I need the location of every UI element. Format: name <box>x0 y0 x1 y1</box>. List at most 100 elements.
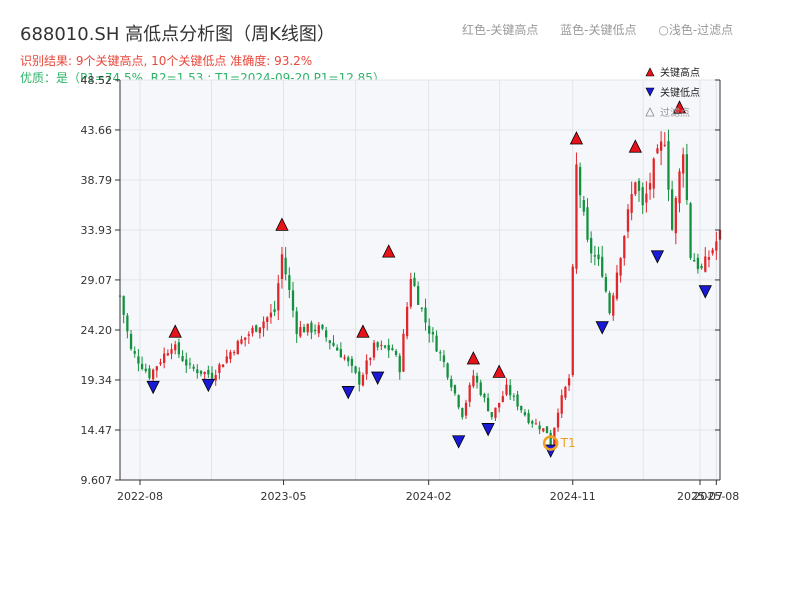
candle-body <box>402 333 405 372</box>
candle-body <box>159 362 162 365</box>
candle-body <box>324 330 328 338</box>
candle-body <box>188 363 192 365</box>
candle-body <box>634 182 637 195</box>
candle-body <box>192 366 195 369</box>
candle-body <box>659 141 663 151</box>
candle-body <box>667 141 670 190</box>
candle-body <box>214 375 217 381</box>
candle-body <box>597 254 600 260</box>
top-legend: 红色-关键高点 蓝色-关键低点 ○浅色-过滤点 <box>462 21 751 38</box>
candle-body <box>468 384 471 402</box>
candle-body <box>608 293 611 314</box>
candle-body <box>431 332 435 335</box>
candle-body <box>273 309 276 312</box>
candle-body <box>648 183 652 190</box>
key-high-marker <box>466 351 481 365</box>
candle-body <box>148 368 151 379</box>
candle-body <box>556 412 560 428</box>
top-legend-hollow: ○浅色-过滤点 <box>658 23 734 37</box>
candle-body <box>391 348 394 351</box>
candle-body <box>645 193 648 203</box>
candle-body <box>291 290 295 311</box>
key-low-marker <box>595 321 609 335</box>
candle-body <box>133 350 136 354</box>
candle-body <box>229 352 232 360</box>
top-legend-red: 红色-关键高点 <box>462 23 539 37</box>
y-tick-label: 24.20 <box>81 324 113 337</box>
candle-body <box>225 356 228 363</box>
candle-body <box>442 355 446 362</box>
candle-body <box>582 200 585 212</box>
candle-body <box>520 406 523 411</box>
candle-body <box>262 321 265 329</box>
candle-body <box>405 306 409 337</box>
x-tick-label: 2022-08 <box>117 490 163 503</box>
candle-body <box>711 249 714 254</box>
candle-body <box>516 394 519 407</box>
candle-body <box>251 327 254 334</box>
candle-body <box>490 412 493 418</box>
legend-low-label: 关键低点 <box>660 86 700 99</box>
candle-body <box>512 395 516 397</box>
candle-body <box>671 189 674 230</box>
candle-body <box>255 325 258 332</box>
candle-body <box>509 385 512 396</box>
candle-body <box>453 385 457 394</box>
candle-body <box>475 375 479 383</box>
candle-body <box>685 154 689 201</box>
candle-body <box>380 344 383 346</box>
candle-body <box>140 363 144 369</box>
candle-body <box>417 286 420 305</box>
candle-body <box>498 402 501 408</box>
candle-body <box>361 374 365 386</box>
candle-body <box>483 394 486 398</box>
candle-body <box>247 334 250 336</box>
key-low-marker <box>452 435 466 449</box>
candle-body <box>534 423 538 425</box>
candle-body <box>369 358 372 360</box>
candle-body <box>203 372 206 375</box>
key-high-marker <box>628 139 642 153</box>
candle-body <box>174 344 177 351</box>
key-high-marker <box>275 217 289 231</box>
key-high-marker <box>356 324 370 338</box>
legend-filtered-swatch <box>645 107 655 117</box>
candle-body <box>586 207 589 240</box>
candle-body <box>409 279 412 307</box>
candle-body <box>693 259 696 262</box>
y-tick-label: 9.607 <box>81 474 113 487</box>
candle-body <box>394 350 398 355</box>
candle-body <box>365 360 368 375</box>
candle-body <box>428 325 431 334</box>
candle-body <box>641 187 644 206</box>
candle-body <box>435 335 438 352</box>
candle-body <box>280 254 284 279</box>
key-high-marker <box>569 131 584 145</box>
y-tick-label: 19.34 <box>81 374 113 387</box>
legend-high-label: 关键高点 <box>660 66 700 79</box>
candle-body <box>210 372 214 379</box>
candle-body <box>240 339 243 344</box>
candle-body <box>269 312 273 318</box>
top-legend-blue: 蓝色-关键低点 <box>560 23 637 37</box>
candle-body <box>593 255 596 257</box>
candle-body <box>126 315 129 332</box>
key-high-marker <box>382 244 396 258</box>
page-title: 688010.SH 高低点分析图（周K线图） <box>20 24 335 45</box>
y-tick-label: 43.66 <box>81 124 113 137</box>
candle-body <box>439 352 442 354</box>
candle-body <box>486 397 490 412</box>
candle-body <box>383 345 387 348</box>
candle-body <box>328 340 331 344</box>
x-tick-label: 2024-02 <box>406 490 452 503</box>
candle-body <box>450 378 453 388</box>
key-low-marker <box>371 371 385 385</box>
key-low-marker <box>481 423 495 437</box>
key-low-marker <box>698 285 712 299</box>
key-low-marker <box>341 386 355 400</box>
candle-body <box>137 356 140 364</box>
candle-body <box>420 307 423 309</box>
candle-body <box>354 366 357 373</box>
candle-body <box>674 197 677 234</box>
candle-body <box>424 307 427 323</box>
